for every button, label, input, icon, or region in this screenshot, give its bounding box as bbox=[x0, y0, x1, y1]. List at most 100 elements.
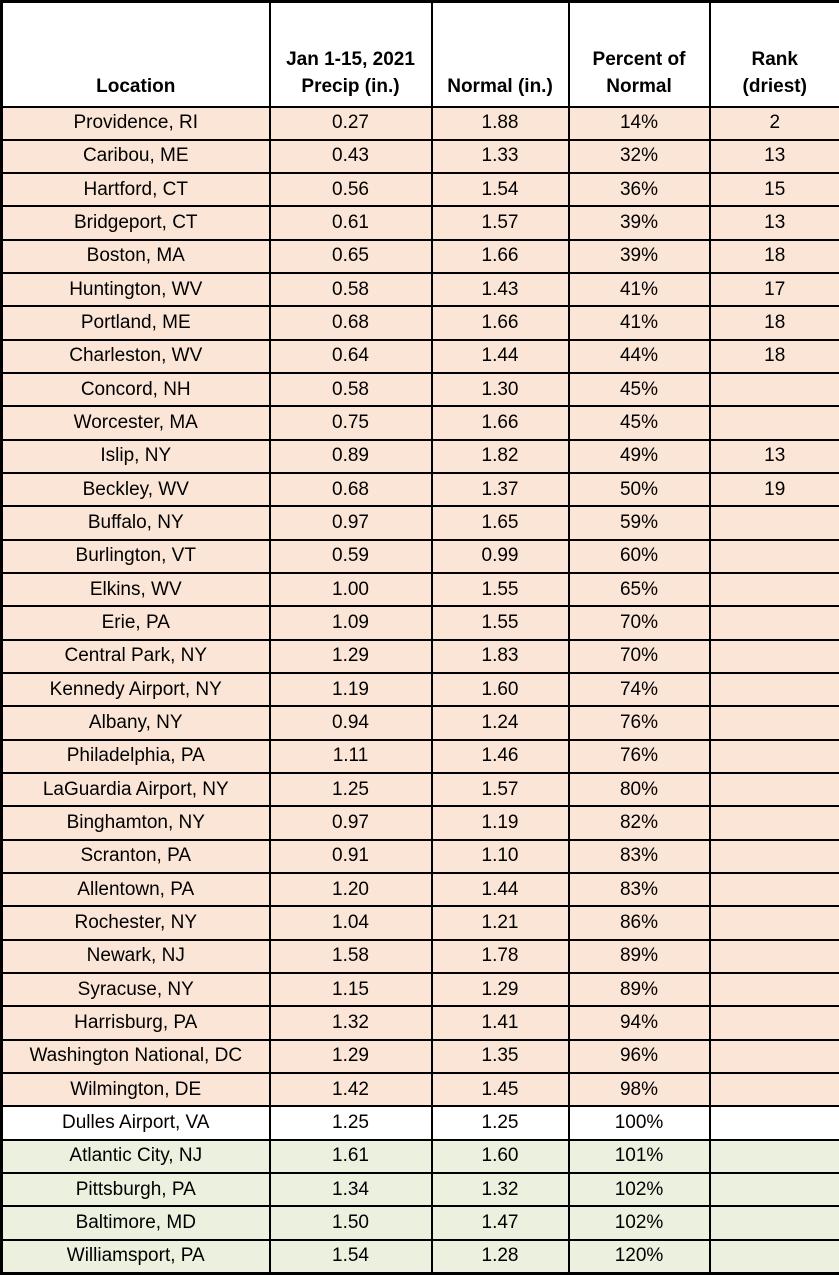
cell-location: Boston, MA bbox=[0, 238, 271, 275]
table-row: Portland, ME 0.68 1.66 41% 18 bbox=[0, 305, 839, 341]
cell-normal: 1.41 bbox=[430, 1005, 570, 1041]
cell-percent-of-normal: 94% bbox=[567, 1005, 711, 1041]
table-row: Syracuse, NY 1.15 1.29 89% bbox=[0, 972, 839, 1008]
cell-rank: 18 bbox=[708, 238, 839, 275]
cell-normal: 1.60 bbox=[430, 1138, 570, 1175]
cell-rank bbox=[708, 1038, 839, 1075]
cell-rank bbox=[708, 772, 839, 808]
cell-precip: 1.20 bbox=[268, 872, 433, 908]
cell-location: Scranton, PA bbox=[0, 838, 271, 875]
cell-percent-of-normal: 96% bbox=[567, 1038, 711, 1075]
cell-rank: 13 bbox=[708, 205, 839, 241]
cell-location: Allentown, PA bbox=[0, 872, 271, 908]
cell-precip: 0.94 bbox=[268, 705, 433, 741]
cell-percent-of-normal: 89% bbox=[567, 972, 711, 1008]
cell-precip: 1.54 bbox=[268, 1238, 433, 1275]
cell-precip: 0.64 bbox=[268, 338, 433, 375]
cell-rank bbox=[708, 1138, 839, 1175]
cell-normal: 1.78 bbox=[430, 938, 570, 975]
cell-location: Caribou, ME bbox=[0, 138, 271, 175]
cell-rank bbox=[708, 572, 839, 608]
cell-precip: 1.50 bbox=[268, 1205, 433, 1241]
table-row: Kennedy Airport, NY 1.19 1.60 74% bbox=[0, 672, 839, 708]
cell-location: Washington National, DC bbox=[0, 1038, 271, 1075]
cell-precip: 0.97 bbox=[268, 805, 433, 841]
cell-normal: 1.37 bbox=[430, 472, 570, 508]
cell-precip: 1.15 bbox=[268, 972, 433, 1008]
cell-rank bbox=[708, 805, 839, 841]
cell-percent-of-normal: 76% bbox=[567, 705, 711, 741]
cell-normal: 1.21 bbox=[430, 905, 570, 941]
table-row: Williamsport, PA 1.54 1.28 120% bbox=[0, 1238, 839, 1275]
cell-precip: 1.61 bbox=[268, 1138, 433, 1175]
table-row: Charleston, WV 0.64 1.44 44% 18 bbox=[0, 338, 839, 375]
cell-rank bbox=[708, 938, 839, 975]
cell-location: Hartford, CT bbox=[0, 172, 271, 208]
cell-percent-of-normal: 83% bbox=[567, 872, 711, 908]
cell-normal: 1.45 bbox=[430, 1072, 570, 1108]
cell-location: Elkins, WV bbox=[0, 572, 271, 608]
cell-normal: 1.35 bbox=[430, 1038, 570, 1075]
cell-rank: 18 bbox=[708, 305, 839, 341]
table-row: Philadelphia, PA 1.11 1.46 76% bbox=[0, 738, 839, 775]
cell-location: Syracuse, NY bbox=[0, 972, 271, 1008]
cell-percent-of-normal: 45% bbox=[567, 372, 711, 408]
cell-percent-of-normal: 100% bbox=[567, 1105, 711, 1141]
table-row: Atlantic City, NJ 1.61 1.60 101% bbox=[0, 1138, 839, 1175]
col-header-percent-of-normal: Percent of Normal bbox=[567, 0, 711, 108]
cell-rank: 2 bbox=[708, 105, 839, 141]
cell-normal: 1.66 bbox=[430, 238, 570, 275]
cell-location: Kennedy Airport, NY bbox=[0, 672, 271, 708]
cell-normal: 1.66 bbox=[430, 305, 570, 341]
table-row: Concord, NH 0.58 1.30 45% bbox=[0, 372, 839, 408]
cell-rank: 18 bbox=[708, 338, 839, 375]
table-row: Islip, NY 0.89 1.82 49% 13 bbox=[0, 438, 839, 475]
cell-precip: 0.68 bbox=[268, 305, 433, 341]
cell-precip: 0.89 bbox=[268, 438, 433, 475]
cell-normal: 1.10 bbox=[430, 838, 570, 875]
cell-location: Baltimore, MD bbox=[0, 1205, 271, 1241]
table-row: Bridgeport, CT 0.61 1.57 39% 13 bbox=[0, 205, 839, 241]
cell-location: Pittsburgh, PA bbox=[0, 1171, 271, 1208]
cell-precip: 1.32 bbox=[268, 1005, 433, 1041]
table-row: Hartford, CT 0.56 1.54 36% 15 bbox=[0, 172, 839, 208]
cell-percent-of-normal: 14% bbox=[567, 105, 711, 141]
cell-percent-of-normal: 32% bbox=[567, 138, 711, 175]
cell-location: Huntington, WV bbox=[0, 272, 271, 308]
cell-precip: 0.27 bbox=[268, 105, 433, 141]
cell-percent-of-normal: 44% bbox=[567, 338, 711, 375]
cell-location: Portland, ME bbox=[0, 305, 271, 341]
cell-rank bbox=[708, 705, 839, 741]
cell-percent-of-normal: 98% bbox=[567, 1072, 711, 1108]
cell-percent-of-normal: 83% bbox=[567, 838, 711, 875]
cell-rank bbox=[708, 1171, 839, 1208]
cell-percent-of-normal: 102% bbox=[567, 1205, 711, 1241]
cell-precip: 0.65 bbox=[268, 238, 433, 275]
cell-normal: 1.46 bbox=[430, 738, 570, 775]
cell-percent-of-normal: 49% bbox=[567, 438, 711, 475]
cell-location: Newark, NJ bbox=[0, 938, 271, 975]
cell-rank bbox=[708, 405, 839, 441]
cell-normal: 1.24 bbox=[430, 705, 570, 741]
cell-precip: 1.29 bbox=[268, 1038, 433, 1075]
cell-normal: 1.66 bbox=[430, 405, 570, 441]
cell-normal: 1.54 bbox=[430, 172, 570, 208]
cell-location: Rochester, NY bbox=[0, 905, 271, 941]
cell-precip: 1.29 bbox=[268, 638, 433, 675]
cell-rank bbox=[708, 605, 839, 641]
cell-location: Binghamton, NY bbox=[0, 805, 271, 841]
cell-percent-of-normal: 76% bbox=[567, 738, 711, 775]
cell-rank bbox=[708, 1105, 839, 1141]
cell-precip: 0.68 bbox=[268, 472, 433, 508]
cell-percent-of-normal: 74% bbox=[567, 672, 711, 708]
table-row: Boston, MA 0.65 1.66 39% 18 bbox=[0, 238, 839, 275]
cell-normal: 1.44 bbox=[430, 338, 570, 375]
cell-normal: 1.43 bbox=[430, 272, 570, 308]
cell-normal: 1.32 bbox=[430, 1171, 570, 1208]
cell-percent-of-normal: 120% bbox=[567, 1238, 711, 1275]
cell-percent-of-normal: 39% bbox=[567, 205, 711, 241]
cell-rank: 15 bbox=[708, 172, 839, 208]
cell-precip: 1.58 bbox=[268, 938, 433, 975]
table-row: Erie, PA 1.09 1.55 70% bbox=[0, 605, 839, 641]
